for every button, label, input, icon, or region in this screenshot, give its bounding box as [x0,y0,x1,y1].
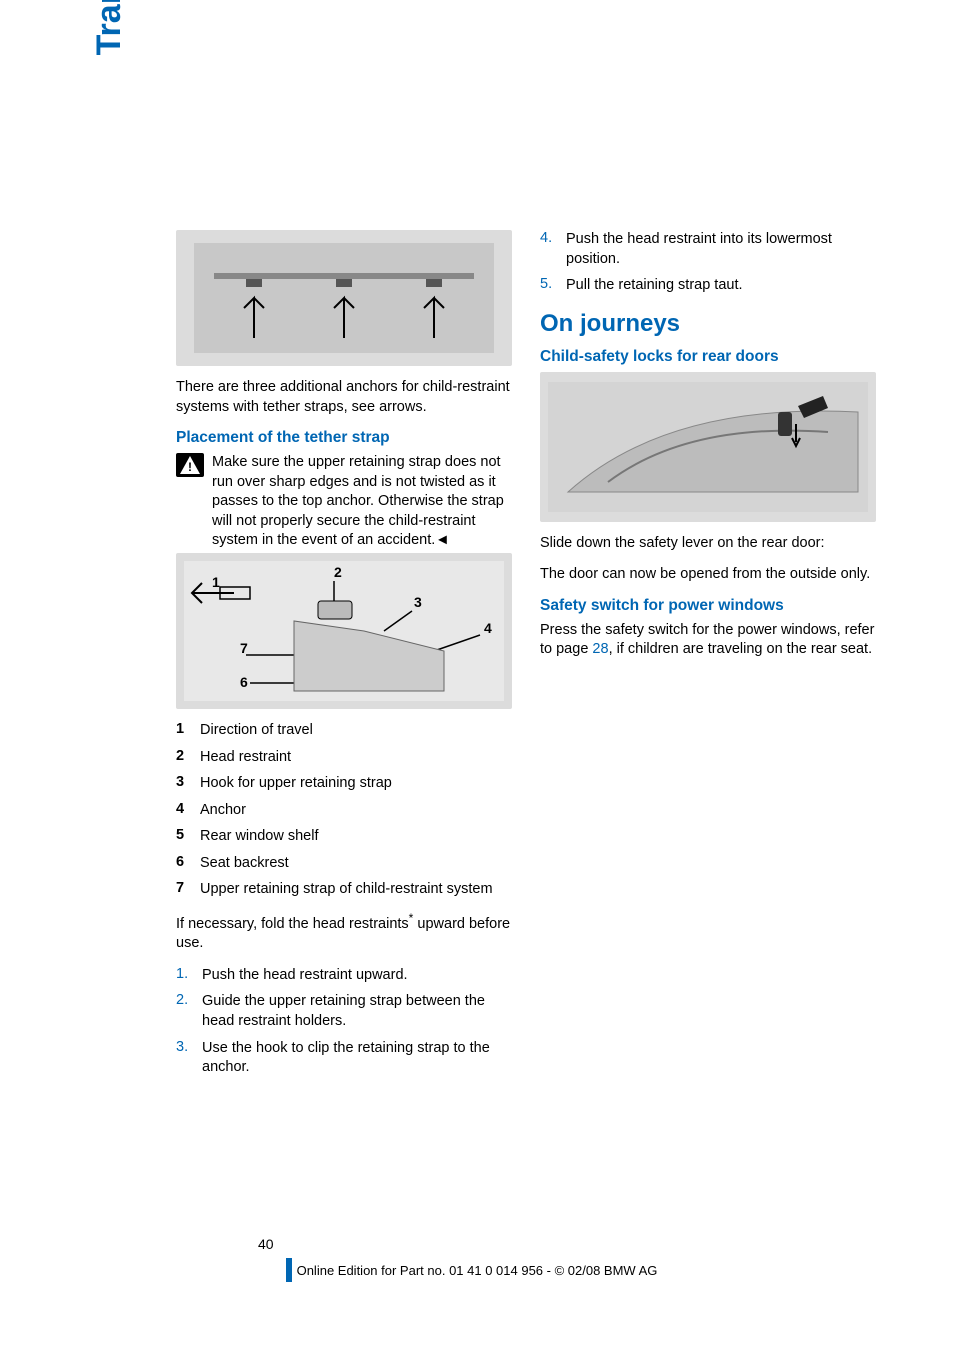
legend-item: 6 Seat backrest [176,854,512,874]
page-number: 40 [258,1236,274,1252]
step-num: 2. [176,992,192,1031]
safety-switch-heading: Safety switch for power windows [540,597,876,615]
legend-item: 2 Head restraint [176,748,512,768]
placement-heading: Placement of the tether strap [176,429,512,447]
legend-item: 7 Upper retaining strap of child-restrain… [176,880,512,900]
left-column: There are three additional anchors for c… [176,230,512,1088]
step-text: Guide the upper retaining strap between … [202,992,512,1031]
step-item: 4. Push the head restraint into its lower… [540,230,876,269]
step-item: 1. Push the head restraint upward. [176,966,512,986]
warning-block: ! Make sure the upper retaining strap do… [176,453,512,551]
step-num: 1. [176,966,192,986]
side-section-title: Transporting children safely [90,0,129,200]
legend-num: 5 [176,827,190,847]
content-area: There are three additional anchors for c… [176,230,876,1088]
svg-text:7: 7 [240,640,248,656]
right-column: 4. Push the head restraint into its lower… [540,230,876,1088]
legend-label: Hook for upper retaining strap [200,774,392,794]
footer: Online Edition for Part no. 01 41 0 014 … [0,1262,954,1280]
legend-num: 3 [176,774,190,794]
step-item: 2. Guide the upper retaining strap betwee… [176,992,512,1031]
warning-end-mark: ◄ [435,532,449,548]
safety-switch-post: , if children are traveling on the rear … [609,641,873,657]
legend-item: 5 Rear window shelf [176,827,512,847]
page-ref-link[interactable]: 28 [592,641,608,657]
svg-text:6: 6 [240,674,248,690]
legend-num: 6 [176,854,190,874]
legend-num: 1 [176,721,190,741]
legend-label: Direction of travel [200,721,313,741]
step-text: Push the head restraint into its lowermo… [566,230,876,269]
fold-note: If necessary, fold the head restraints* … [176,910,512,954]
figure-tether-diagram: 1 2 3 4 7 6 5 [176,553,512,709]
anchors-caption: There are three additional anchors for c… [176,378,512,417]
steps-list: 1. Push the head restraint upward. 2. Guid… [176,966,512,1078]
figure-child-lock [540,372,876,522]
legend-num: 2 [176,748,190,768]
legend-label: Anchor [200,801,246,821]
footer-line: Online Edition for Part no. 01 41 0 014 … [297,1263,658,1278]
step-num: 3. [176,1039,192,1078]
warning-text: Make sure the upper retaining strap does… [212,453,512,551]
legend-list: 1 Direction of travel 2 Head restraint 3 Ho… [176,721,512,900]
step-num: 4. [540,230,556,269]
warning-icon: ! [176,453,204,477]
steps-continued: 4. Push the head restraint into its lower… [540,230,876,296]
safety-switch-text: Press the safety switch for the power wi… [540,621,876,660]
step-num: 5. [540,276,556,296]
legend-label: Head restraint [200,748,291,768]
legend-num: 4 [176,801,190,821]
svg-text:4: 4 [484,620,492,636]
svg-text:2: 2 [334,564,342,580]
svg-text:!: ! [188,460,192,474]
legend-num: 7 [176,880,190,900]
slide-text: Slide down the safety lever on the rear … [540,534,876,554]
fold-note-pre: If necessary, fold the head restraints [176,916,409,932]
step-item: 5. Pull the retaining strap taut. [540,276,876,296]
warning-body: Make sure the upper retaining strap does… [212,454,504,548]
legend-label: Rear window shelf [200,827,318,847]
svg-text:1: 1 [212,574,220,590]
step-text: Use the hook to clip the retaining strap… [202,1039,512,1078]
legend-label: Seat backrest [200,854,289,874]
door-text: The door can now be opened from the outs… [540,565,876,585]
legend-item: 3 Hook for upper retaining strap [176,774,512,794]
legend-item: 1 Direction of travel [176,721,512,741]
step-text: Push the head restraint upward. [202,966,408,986]
step-item: 3. Use the hook to clip the retaining str… [176,1039,512,1078]
on-journeys-heading: On journeys [540,310,876,338]
child-locks-heading: Child-safety locks for rear doors [540,348,876,366]
step-text: Pull the retaining strap taut. [566,276,743,296]
legend-label: Upper retaining strap of child-restraint… [200,880,493,900]
svg-text:3: 3 [414,594,422,610]
legend-item: 4 Anchor [176,801,512,821]
figure-anchors [176,230,512,366]
